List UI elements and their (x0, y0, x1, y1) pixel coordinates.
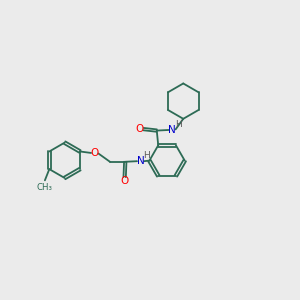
Text: O: O (136, 124, 144, 134)
Text: N: N (168, 125, 176, 135)
Text: O: O (91, 148, 99, 158)
Text: CH₃: CH₃ (37, 183, 53, 192)
Text: H: H (175, 120, 182, 129)
Text: H: H (143, 152, 150, 160)
Text: N: N (137, 156, 144, 166)
Text: O: O (121, 176, 129, 186)
